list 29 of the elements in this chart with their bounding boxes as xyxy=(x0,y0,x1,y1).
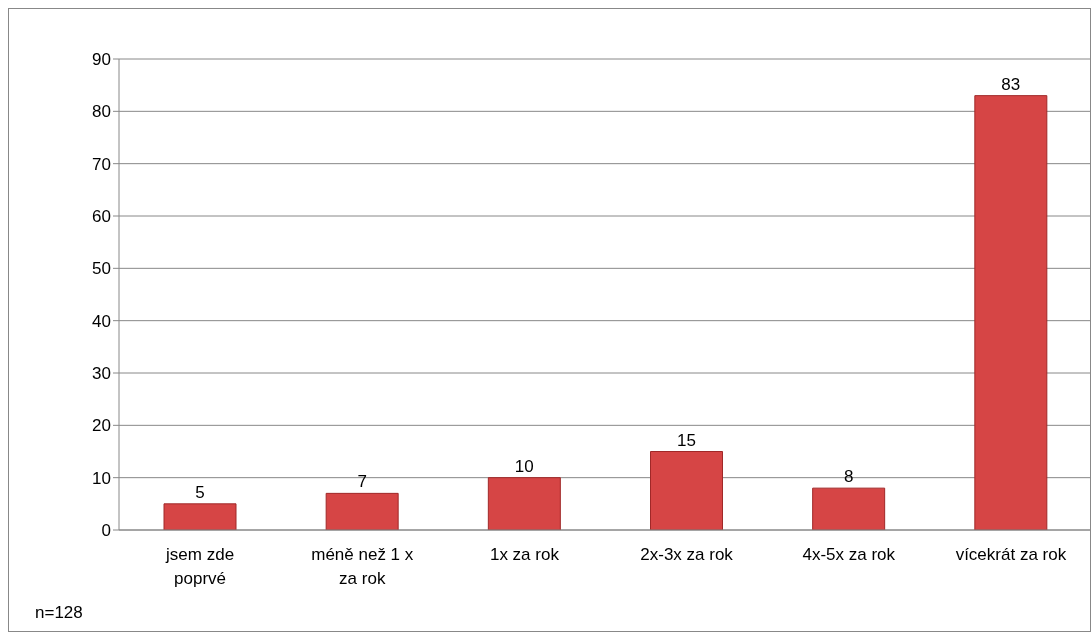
y-tick-label: 80 xyxy=(92,102,111,122)
y-tick-label: 20 xyxy=(92,416,111,436)
x-tick-label: 2x-3x za rok xyxy=(640,545,734,564)
bar xyxy=(650,451,723,530)
y-tick-label: 50 xyxy=(92,259,111,279)
bar xyxy=(487,477,561,530)
data-label: 10 xyxy=(514,456,534,476)
y-tick-label: 40 xyxy=(92,311,111,331)
y-tick-label: 60 xyxy=(92,207,111,227)
data-label: 15 xyxy=(677,430,696,450)
y-tick-label: 70 xyxy=(92,154,111,174)
y-tick-label: 30 xyxy=(92,364,111,384)
y-tick-label: 90 xyxy=(92,50,111,70)
x-tick-label: méně než 1 x za rok xyxy=(311,545,414,588)
bar xyxy=(812,487,886,530)
bar xyxy=(163,503,237,530)
data-label: 8 xyxy=(843,467,854,487)
bar xyxy=(325,492,399,530)
bar xyxy=(974,95,1048,530)
data-label: 5 xyxy=(195,482,205,502)
text: n=128 xyxy=(35,603,83,623)
x-tick-label: 4x-5x za rok xyxy=(802,545,896,564)
y-tick-label: 10 xyxy=(92,468,111,488)
data-label: 7 xyxy=(357,472,367,492)
y-tick-label: 0 xyxy=(101,521,111,541)
data-label: 83 xyxy=(1001,74,1021,94)
x-tick-label: 1x za rok xyxy=(489,545,560,564)
x-tick-label: jsem zde poprvé xyxy=(165,545,235,588)
x-tick-label: vícekrát za rok xyxy=(955,545,1067,564)
